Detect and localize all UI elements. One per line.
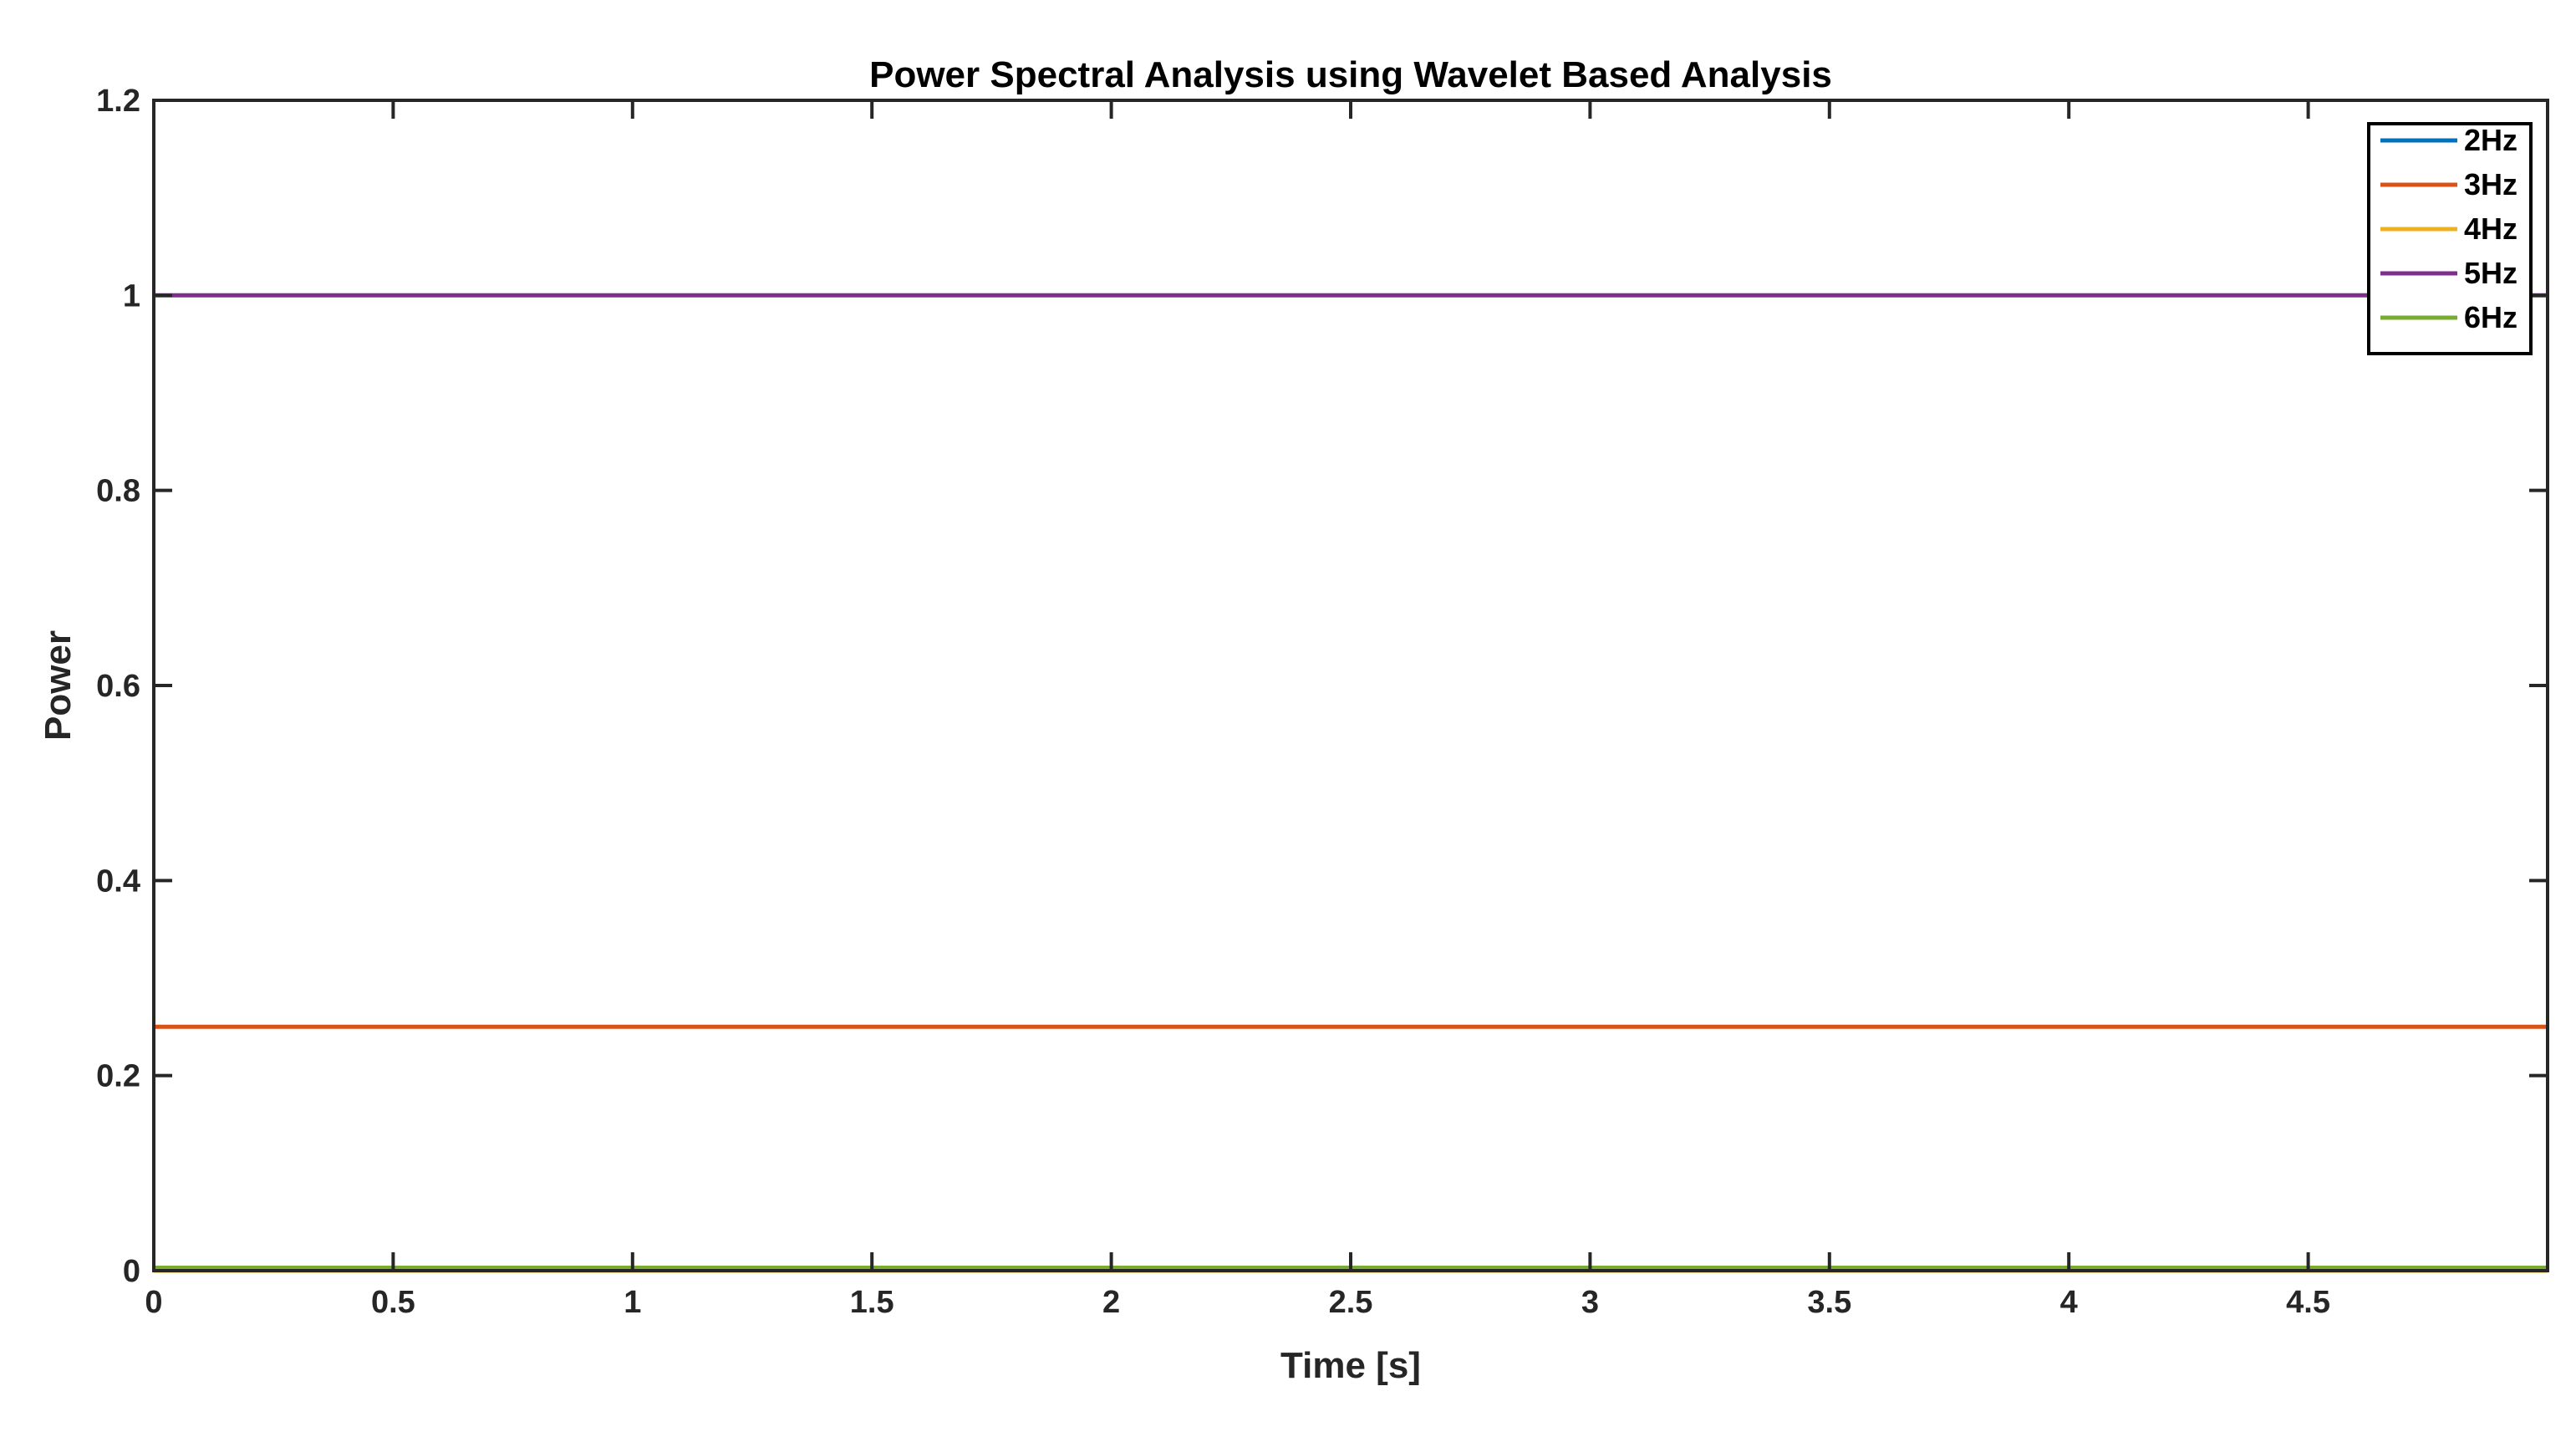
x-tick-label-8: 4 xyxy=(2060,1285,2078,1320)
legend-label-3hz: 3Hz xyxy=(2464,167,2517,201)
y-tick-label-2: 0.4 xyxy=(96,864,140,899)
legend-label-2hz: 2Hz xyxy=(2464,123,2517,157)
legend-label-6hz: 6Hz xyxy=(2464,300,2517,334)
axes-box xyxy=(152,99,2549,1272)
x-tick-label-5: 2.5 xyxy=(1329,1285,1373,1320)
y-tick-label-3: 0.6 xyxy=(96,669,140,704)
y-axis-label: Power xyxy=(38,630,79,741)
legend-box xyxy=(2367,122,2533,355)
y-tick-labels: 0 0.2 0.4 0.6 0.8 1 1.2 xyxy=(96,84,140,1289)
axis-ticks xyxy=(152,99,2548,1272)
legend: 2Hz 3Hz 4Hz 5Hz 6Hz xyxy=(2367,122,2533,355)
y-tick-label-4: 0.8 xyxy=(96,474,140,509)
axes-background xyxy=(154,100,2548,1271)
legend-label-4hz: 4Hz xyxy=(2464,211,2517,246)
x-tick-label-0: 0 xyxy=(145,1285,162,1320)
x-tick-label-1: 0.5 xyxy=(371,1285,415,1320)
x-axis-label: Time [s] xyxy=(1280,1345,1421,1386)
x-tick-label-7: 3.5 xyxy=(1807,1285,1851,1320)
x-tick-label-6: 3 xyxy=(1581,1285,1599,1320)
y-tick-label-1: 0.2 xyxy=(96,1059,140,1094)
x-tick-labels: 0 0.5 1 1.5 2 2.5 3 3.5 4 4.5 xyxy=(145,1285,2330,1320)
legend-label-5hz: 5Hz xyxy=(2464,256,2517,290)
x-tick-label-4: 2 xyxy=(1102,1285,1120,1320)
x-tick-label-2: 1 xyxy=(624,1285,641,1320)
y-tick-label-0: 0 xyxy=(123,1254,140,1289)
x-tick-label-9: 4.5 xyxy=(2286,1285,2330,1320)
y-tick-label-6: 1.2 xyxy=(96,84,140,119)
chart-title: Power Spectral Analysis using Wavelet Ba… xyxy=(869,54,1832,95)
y-tick-label-5: 1 xyxy=(123,278,140,313)
x-tick-label-3: 1.5 xyxy=(850,1285,894,1320)
